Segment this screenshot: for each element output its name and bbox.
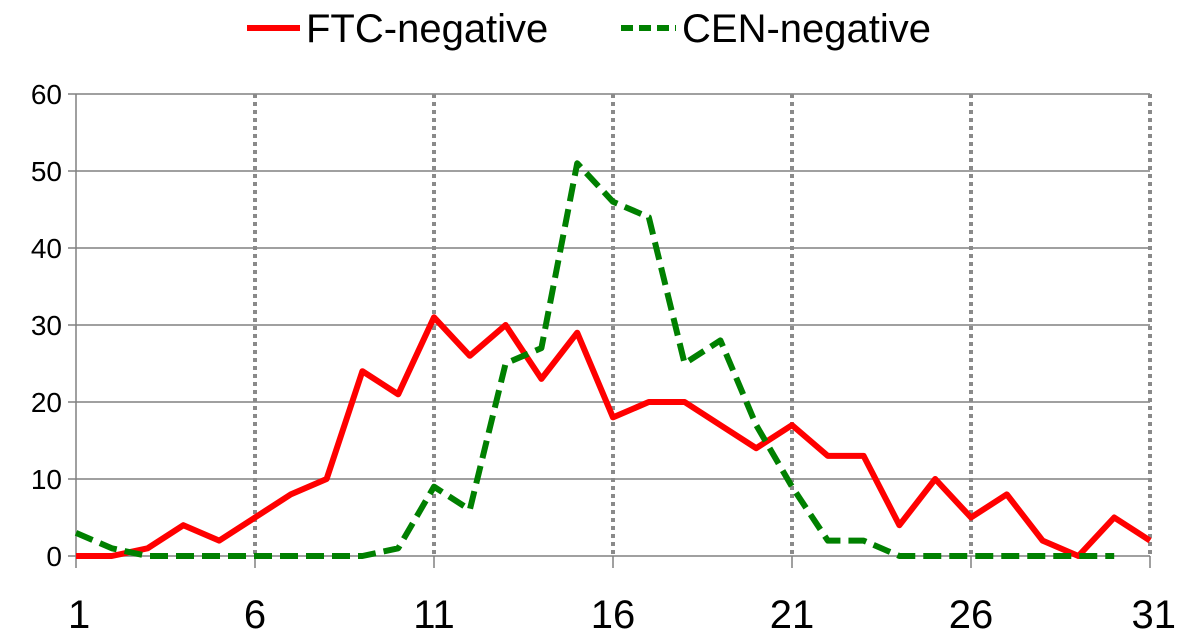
x-tick-label-21: 21 [770,593,815,637]
x-tick-label-1: 1 [68,593,90,637]
series-line-ftc-negative [76,314,1152,559]
legend-label-cen-negative: CEN-negative [682,7,931,51]
series-lines [74,160,1152,559]
x-tick-label-11: 11 [413,593,455,637]
grid [76,93,1152,556]
x-tick-label-26: 26 [949,593,994,637]
x-tick-label-31: 31 [1132,593,1177,637]
legend-label-ftc-negative: FTC-negative [306,7,548,51]
x-tick-label-16: 16 [591,593,636,637]
series-line-cen-negative [74,160,1115,559]
y-tick-label-60: 60 [31,79,62,110]
y-tick-label-30: 30 [31,310,62,341]
y-tick-label-50: 50 [31,156,62,187]
legend: FTC-negative CEN-negative [247,7,931,51]
y-tick-label-20: 20 [31,387,62,418]
y-tick-label-0: 0 [46,541,62,572]
x-tick-label-6: 6 [244,593,266,637]
y-tick-label-40: 40 [31,233,62,264]
y-tick-label-10: 10 [31,464,62,495]
axes [68,93,1151,568]
